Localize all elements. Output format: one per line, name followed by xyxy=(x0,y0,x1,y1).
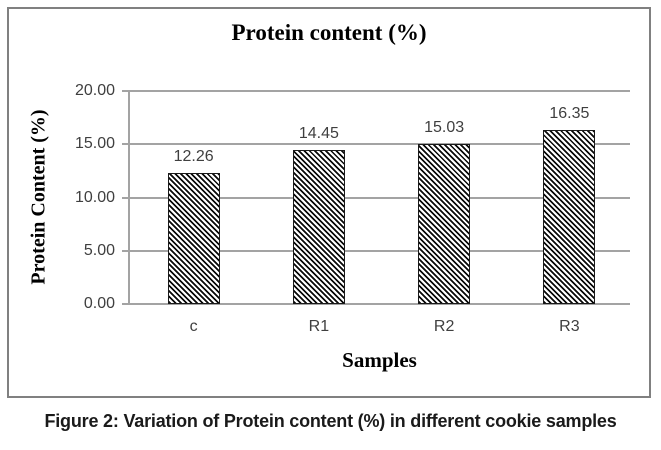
x-axis-line xyxy=(129,303,630,305)
bar-value-label: 14.45 xyxy=(298,125,339,143)
y-tick-label: 15.00 xyxy=(74,135,115,153)
bar-R2 xyxy=(418,143,471,304)
figure-caption: Figure 2: Variation of Protein content (… xyxy=(44,411,617,431)
y-axis-tick xyxy=(122,143,129,146)
x-tick-label: R2 xyxy=(433,318,455,335)
bar-value-label: 12.26 xyxy=(173,148,214,166)
gridline xyxy=(129,90,630,92)
y-tick-label: 5.00 xyxy=(83,241,115,259)
x-tick-label: R3 xyxy=(559,318,580,335)
y-axis-tick xyxy=(122,249,129,252)
chart-title: Protein content (%) xyxy=(231,20,427,45)
x-tick-label: c xyxy=(189,318,198,335)
y-axis-tick xyxy=(122,196,129,199)
bar-c xyxy=(167,173,220,304)
gridline xyxy=(129,196,630,199)
y-tick-label: 0.00 xyxy=(83,295,115,312)
gridline xyxy=(129,143,630,146)
gridline xyxy=(129,249,630,252)
y-axis-title: Protein Content (%) xyxy=(27,109,50,285)
y-tick-label: 10.00 xyxy=(74,188,115,206)
bar-R1 xyxy=(292,150,345,304)
y-axis-line xyxy=(128,90,130,305)
x-axis-title: Samples xyxy=(342,348,417,372)
bar-value-label: 16.35 xyxy=(549,104,590,122)
y-axis-tick xyxy=(122,303,129,305)
bar-value-label: 15.03 xyxy=(424,118,465,136)
y-axis-tick xyxy=(122,90,129,92)
bar-R3 xyxy=(543,129,596,304)
x-tick-label: R1 xyxy=(308,318,330,335)
y-tick-label: 20.00 xyxy=(74,82,115,99)
